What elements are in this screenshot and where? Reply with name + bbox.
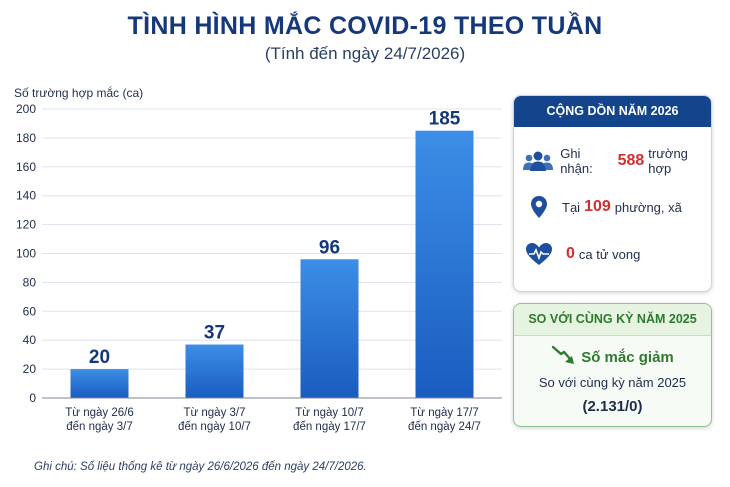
bar-chart: Số trường hợp mắc (ca) 0 20 40 60 80 100 120 14… [14, 85, 502, 433]
recorded-label: Ghi nhận: [560, 146, 593, 176]
footnote: Ghi chú: Số liệu thống kê từ ngày 26/6/2… [34, 461, 367, 473]
page-subtitle: (Tính đến ngày 24/7/2026) [264, 44, 466, 63]
recorded-row: Ghi nhận: 588 trường hợp [522, 146, 711, 176]
bar [300, 259, 359, 398]
recorded-value: 588 [617, 152, 645, 169]
y-axis-label: Số trường hợp mắc (ca) [14, 85, 143, 100]
people-group-icon [522, 148, 554, 174]
x-tick-label: đến ngày 3/7 [66, 421, 133, 433]
y-tick-label: 160 [16, 160, 36, 174]
location-value: 109 [584, 198, 611, 215]
y-tick-label: 0 [29, 391, 36, 405]
y-tick-label: 120 [16, 218, 36, 232]
x-tick-label: đến ngày 24/7 [408, 421, 481, 433]
data-label: 20 [89, 347, 110, 368]
deaths-unit: ca tử vong [578, 246, 641, 262]
bar [185, 344, 244, 398]
comparison-line: So với cùng kỳ năm 2025 [538, 375, 687, 390]
cumulative-header: CỘNG DỒN NĂM 2026 [514, 96, 711, 127]
y-tick-label: 20 [23, 362, 37, 376]
y-tick-label: 140 [16, 189, 36, 203]
y-tick-label: 60 [23, 304, 37, 318]
recorded-unit: trường hợp [648, 146, 688, 176]
map-pin-icon [522, 194, 556, 220]
trend-down-icon [551, 344, 577, 371]
heartbeat-icon [522, 241, 556, 267]
y-tick-label: 40 [23, 333, 37, 347]
x-tick-label: Từ ngày 3/7 [183, 407, 245, 419]
location-row: Tại 109 phường, xã [522, 194, 682, 220]
x-tick-label: Từ ngày 10/7 [295, 407, 363, 419]
location-unit: phường, xã [614, 199, 682, 215]
cumulative-panel: CỘNG DỒN NĂM 2026 Ghi nhận: 588 trường h… [513, 95, 712, 292]
data-label: 96 [319, 237, 340, 258]
y-tick-label: 80 [23, 275, 37, 289]
trend-row: Số mắc giảm [514, 344, 711, 371]
page-title: TÌNH HÌNH MẮC COVID-19 THEO TUẦN [127, 12, 603, 40]
x-tick-label: Từ ngày 26/6 [65, 407, 133, 419]
data-label: 37 [204, 323, 225, 344]
bar [70, 369, 129, 398]
deaths-value: 0 [566, 245, 575, 262]
comparison-figure: (2.131/0) [582, 398, 643, 415]
y-tick-label: 100 [16, 247, 36, 261]
location-prefix: Tại [562, 199, 581, 215]
deaths-row: 0 ca tử vong [522, 241, 640, 267]
comparison-panel: SO VỚI CÙNG KỲ NĂM 2025 Số mắc giảm So v… [513, 303, 712, 427]
bar [415, 130, 474, 399]
x-tick-label: Từ ngày 17/7 [410, 407, 478, 419]
trend-text: Số mắc giảm [581, 349, 674, 366]
y-tick-label: 180 [16, 131, 36, 145]
comparison-header: SO VỚI CÙNG KỲ NĂM 2025 [514, 304, 711, 336]
x-tick-label: đến ngày 10/7 [178, 421, 251, 433]
x-tick-label: đến ngày 17/7 [293, 421, 366, 433]
data-label: 185 [429, 109, 461, 130]
y-tick-label: 200 [16, 102, 36, 116]
